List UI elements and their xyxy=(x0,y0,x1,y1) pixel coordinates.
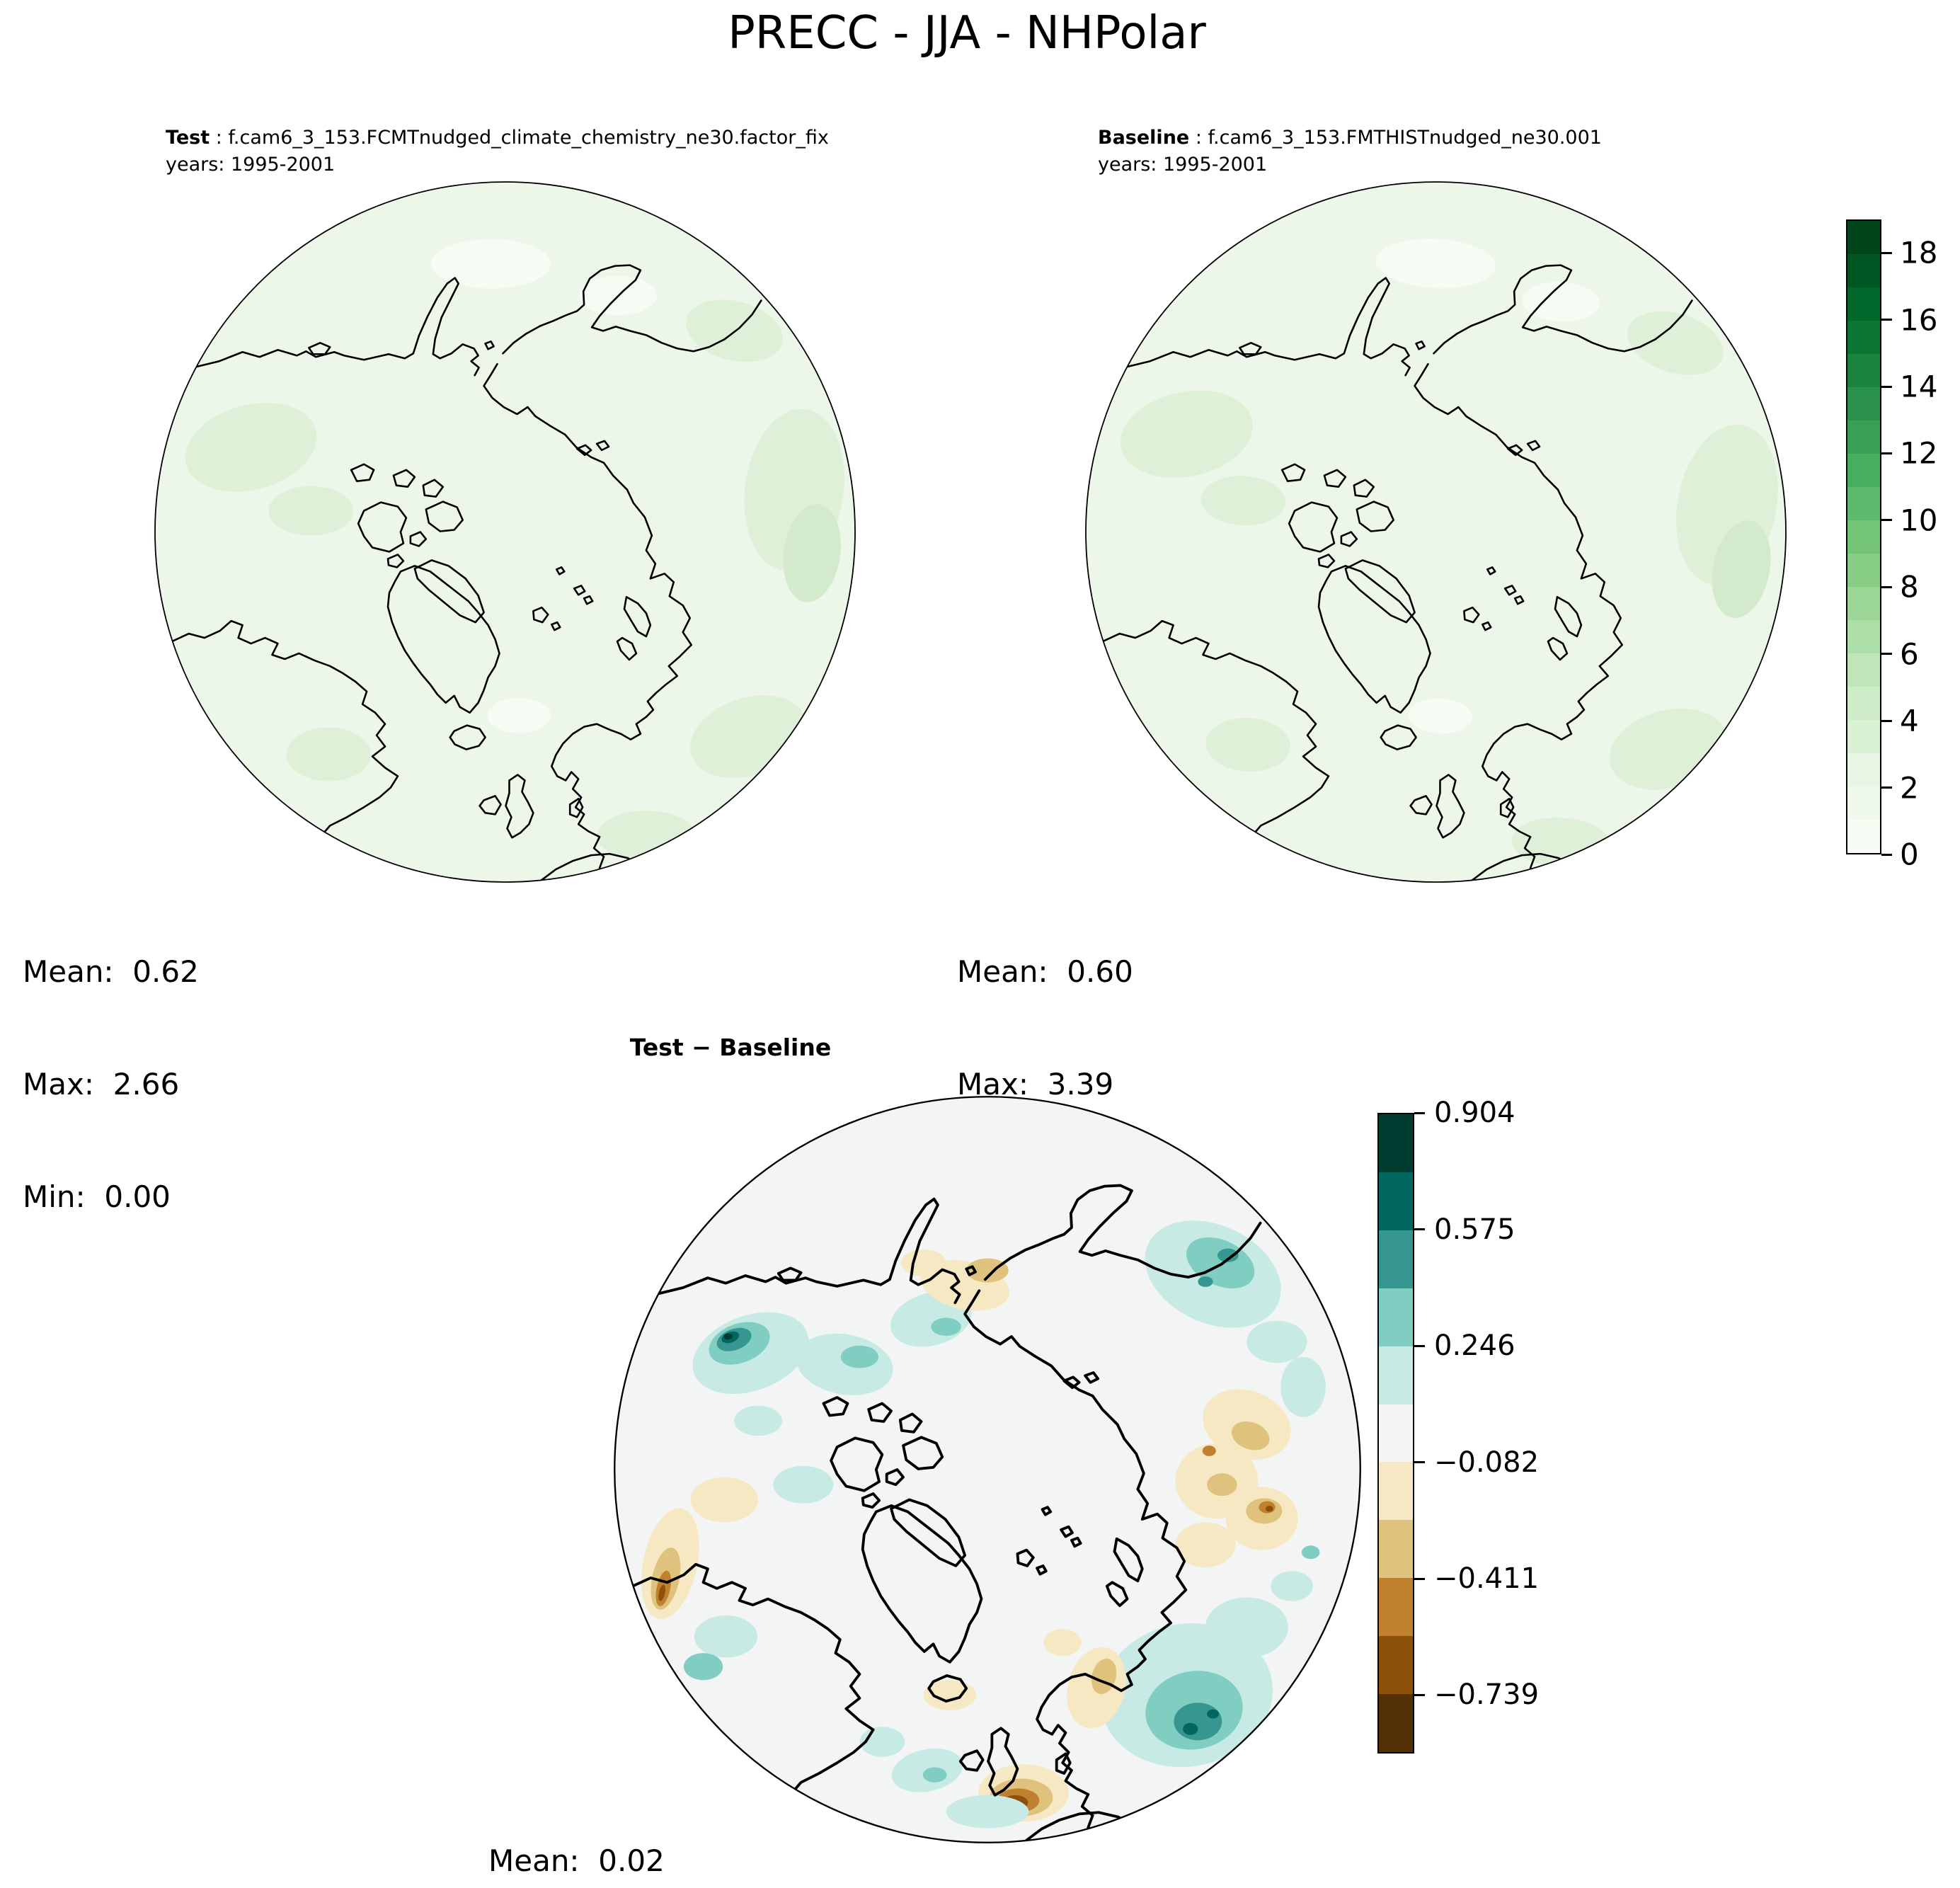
colorbar-tick xyxy=(1881,853,1892,856)
colorbar-segment xyxy=(1847,820,1880,853)
test-run-name: : f.cam6_3_153.FCMTnudged_climate_chemis… xyxy=(210,127,829,149)
colorbar-segment xyxy=(1379,1636,1413,1695)
colorbar-tick-label: 16 xyxy=(1900,302,1938,338)
baseline-stat-mean: Mean: 0.60 xyxy=(957,954,1133,989)
colorbar-tick xyxy=(1414,1461,1425,1464)
diff-polar-map xyxy=(614,1096,1361,1843)
colorbar-tick-label: 10 xyxy=(1900,503,1938,538)
colorbar-segment xyxy=(1379,1404,1413,1463)
test-stats: Mean: 0.62 Max: 2.66 Min: 0.00 xyxy=(23,878,199,1291)
test-run-line: Test : f.cam6_3_153.FCMTnudged_climate_c… xyxy=(166,125,829,151)
colorbar-tick-label: 8 xyxy=(1900,569,1919,605)
colorbar-tick-label: 14 xyxy=(1900,369,1938,404)
diff-stats: Mean: 0.02 Max: 0.61 Min: -0.90 xyxy=(488,1767,665,1888)
colorbar-tick-label: 0.904 xyxy=(1434,1097,1515,1130)
colorbar-segment xyxy=(1847,354,1880,387)
colorbar-segment xyxy=(1847,321,1880,354)
colorbar-tick-label: 12 xyxy=(1900,435,1938,471)
colorbar-tick-label: −0.739 xyxy=(1434,1678,1540,1712)
colorbar-tick xyxy=(1414,1228,1425,1231)
colorbar-segment xyxy=(1847,587,1880,620)
colorbar-segment xyxy=(1847,653,1880,687)
colorbar-segment xyxy=(1379,1694,1413,1752)
colorbar-segment xyxy=(1847,221,1880,254)
baseline-polar-map xyxy=(1085,181,1787,883)
colorbar-segment xyxy=(1847,620,1880,653)
colorbar-tick xyxy=(1881,251,1892,254)
colorbar-segment xyxy=(1379,1114,1413,1172)
colorbar-tick xyxy=(1414,1344,1425,1347)
colorbar-segment xyxy=(1379,1230,1413,1288)
diff-colorbar: 0.904 0.575 0.246 −0.082 −0.411 −0.739 xyxy=(1377,1097,1539,1753)
baseline-panel-header: Baseline : f.cam6_3_153.FMTHISTnudged_ne… xyxy=(1098,125,1602,178)
colorbar-tick-label: 4 xyxy=(1900,703,1919,738)
diff-stat-mean: Mean: 0.02 xyxy=(488,1843,665,1878)
test-years: years: 1995-2001 xyxy=(166,154,336,176)
colorbar-tick xyxy=(1881,585,1892,588)
colorbar-tick-label: 0.246 xyxy=(1434,1329,1515,1363)
baseline-stat-max: Max: 3.39 xyxy=(957,1067,1114,1102)
colorbar-tick-label: 6 xyxy=(1900,636,1919,672)
colorbar-tick xyxy=(1881,519,1892,522)
colorbar-segment xyxy=(1847,520,1880,554)
colorbar-segment xyxy=(1847,487,1880,520)
colorbar-tick xyxy=(1414,1111,1425,1114)
baseline-run-name: : f.cam6_3_153.FMTHISTnudged_ne30.001 xyxy=(1189,127,1602,149)
test-stat-min: Min: 0.00 xyxy=(23,1179,171,1214)
colorbar-tick xyxy=(1881,452,1892,454)
diff-colorbar-scale xyxy=(1377,1113,1414,1753)
colorbar-tick-label: 18 xyxy=(1900,235,1938,270)
test-stat-mean: Mean: 0.62 xyxy=(23,954,199,989)
colorbar-tick-label: 2 xyxy=(1900,770,1919,806)
main-colorbar-scale xyxy=(1846,219,1881,854)
colorbar-segment xyxy=(1847,254,1880,287)
diff-panel-title: Test − Baseline xyxy=(629,1034,832,1061)
baseline-years: years: 1995-2001 xyxy=(1098,154,1268,176)
map-boundary-circle xyxy=(614,1096,1361,1843)
colorbar-segment xyxy=(1847,687,1880,720)
colorbar-segment xyxy=(1847,387,1880,420)
colorbar-tick xyxy=(1414,1693,1425,1696)
figure-title: PRECC - JJA - NHPolar xyxy=(728,7,1206,59)
colorbar-segment xyxy=(1379,1288,1413,1346)
colorbar-tick xyxy=(1881,786,1892,789)
map-boundary-circle xyxy=(154,181,856,883)
colorbar-segment xyxy=(1847,786,1880,820)
colorbar-segment xyxy=(1379,1346,1413,1404)
colorbar-tick xyxy=(1881,319,1892,321)
map-boundary-circle xyxy=(1085,181,1787,883)
colorbar-tick-label: −0.411 xyxy=(1434,1562,1540,1596)
test-polar-map xyxy=(154,181,856,883)
colorbar-segment xyxy=(1847,554,1880,587)
colorbar-tick-label: −0.082 xyxy=(1434,1446,1540,1479)
colorbar-tick xyxy=(1881,719,1892,722)
colorbar-segment xyxy=(1379,1520,1413,1579)
test-panel-header: Test : f.cam6_3_153.FCMTnudged_climate_c… xyxy=(166,125,829,178)
colorbar-segment xyxy=(1847,287,1880,321)
colorbar-segment xyxy=(1847,753,1880,786)
colorbar-segment xyxy=(1379,1462,1413,1521)
colorbar-segment xyxy=(1847,720,1880,753)
colorbar-tick-label: 0.575 xyxy=(1434,1213,1515,1246)
colorbar-segment xyxy=(1847,420,1880,454)
test-stat-max: Max: 2.66 xyxy=(23,1067,180,1102)
colorbar-segment xyxy=(1847,454,1880,487)
baseline-run-line: Baseline : f.cam6_3_153.FMTHISTnudged_ne… xyxy=(1098,125,1602,151)
colorbar-tick-label: 0 xyxy=(1900,837,1919,872)
colorbar-tick xyxy=(1881,653,1892,656)
colorbar-tick xyxy=(1414,1577,1425,1580)
test-label: Test xyxy=(166,127,210,149)
main-colorbar: 18 16 14 12 10 8 6 4 2 0 xyxy=(1846,219,1937,872)
colorbar-segment xyxy=(1379,1578,1413,1637)
colorbar-tick xyxy=(1881,385,1892,388)
baseline-label: Baseline xyxy=(1098,127,1190,149)
colorbar-segment xyxy=(1379,1172,1413,1230)
